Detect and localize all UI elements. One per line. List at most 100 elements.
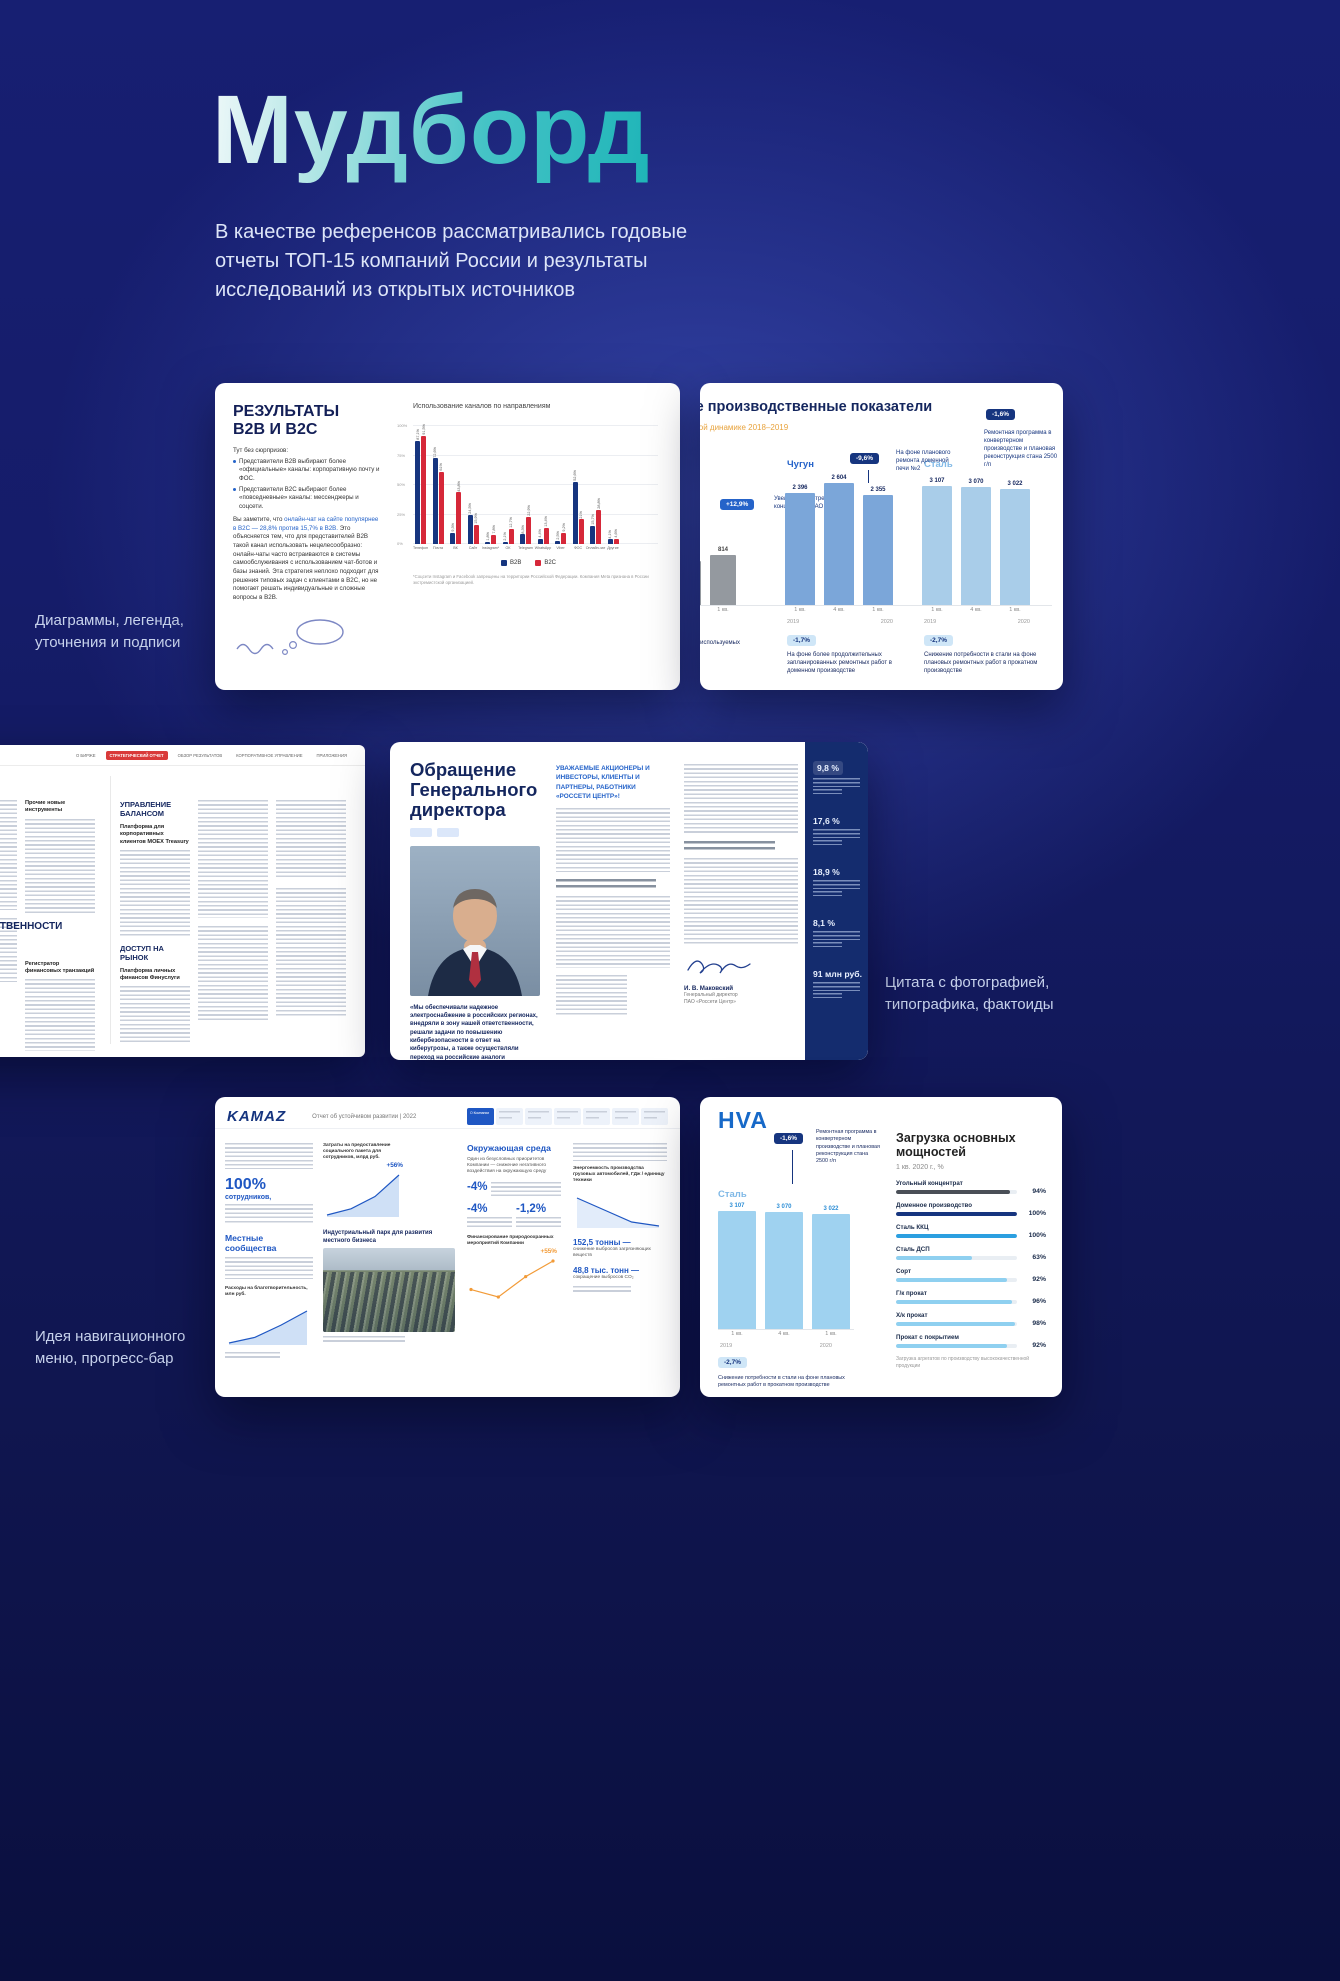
delta-label: +55% [540,1247,557,1255]
text-placeholder [0,800,17,910]
chart-caption: Финансирование природоохранных мероприят… [467,1235,554,1247]
card-b2b-results: РЕЗУЛЬТАТЫ B2B И B2C Тут без сюрпризов: … [215,383,680,690]
bar-group: 72,6% 61% Почта [432,426,444,550]
bar-value-label: 4,4% [538,529,542,538]
bullet-item: Представители B2B выбирают более «официа… [233,458,381,483]
communities-heading: Местные сообщества [225,1233,277,1253]
kamaz-column-4: Энергоемкость производства грузовых авто… [573,1143,667,1295]
category-label: Сайт [468,546,478,550]
gridline: 75% [397,453,658,458]
kamaz-charity-spark [225,1300,311,1348]
tab-label: О Компании [470,1110,490,1115]
kamaz-nav-tab[interactable] [525,1108,552,1125]
factoid-value: 17,6 % [813,816,840,826]
year-labels: 2019 2020 [787,619,893,625]
section-heading: Платформа для корпоративных клиентов MOE… [120,824,189,845]
bar-value-label: 43,8% [456,480,461,492]
kamaz-nav-tab[interactable] [641,1108,668,1125]
kamaz-charity-spark-svg [228,1310,308,1346]
factoid-caption-placeholder [813,840,843,845]
card-moex-spread: MOEX.COM | ГОДОВОЙ ОТЧЕТ 2022 О БИРЖЕСТР… [0,745,365,1057]
moex-tab[interactable]: КОРПОРАТИВНОЕ УПРАВЛЕНИЕ [236,752,303,758]
section-heading: ДОСТУП НА РЫНОК [120,943,164,962]
factoid: 91 млн руб. [813,964,862,998]
signature-name: И. В. Маковский [684,985,734,992]
bar-b2b: 72,6% [432,447,438,544]
stat-row: -4% [467,1181,561,1198]
kamaz-nav-tab[interactable] [554,1108,581,1125]
tab-label-placeholder [615,1116,629,1121]
bar-column: 2 396 1 кв. [785,471,815,613]
gridline: 0% [397,541,658,546]
bar-b2b: 4,1% [607,530,613,544]
paragraph-text: Это объясняется тем, что для представите… [233,524,379,602]
capacity-value: 92% [1032,1276,1046,1284]
chart-caption: Расходы на благотворительность, млн руб. [225,1286,308,1298]
progress-track [896,1277,1017,1282]
bar-value-label: 13,4% [544,516,548,528]
year-label: 2019 [924,619,937,625]
thought-cloud-doodle [236,618,344,655]
bar-group: 52,6% 21% ФОС [572,426,584,550]
bar-value-label: 91,5% [421,424,426,435]
year-label: 2019 [720,1343,733,1349]
capacity-label: Сталь ДСП [896,1245,930,1253]
stat-152: 152,5 тонны — [573,1237,631,1247]
bullet-text: Представители B2C выбирают более «повсед… [239,485,359,510]
b2b-chart-column: Использование каналов по направлениям 0%… [395,403,662,676]
tab-label-placeholder [586,1110,607,1115]
moex-tab[interactable]: О БИРЖЕ [75,752,96,758]
text-placeholder [25,979,95,1052]
bar [710,555,736,605]
bar-column: 3 070 4 кв. [765,1199,803,1337]
year-chip[interactable] [437,827,459,837]
category-label: Онлайн-чат [585,546,606,550]
bar-value-label: 28,8% [596,498,601,509]
moex-tab[interactable]: ОБЗОР РЕЗУЛЬТАТОВ [177,752,223,758]
b2b-heading: РЕЗУЛЬТАТЫ B2B И B2C [233,403,340,438]
progress-fill [896,1233,1017,1238]
capacity-value: 100% [1028,1232,1046,1240]
moex-tab[interactable]: ПРИЛОЖЕНИЯ [316,752,347,758]
bar-value-label: 3 107 [729,1203,745,1209]
factoid: 9,8 % [813,758,860,794]
capacity-subtitle: 1 кв. 2020 г., % [896,1163,944,1171]
text-placeholder [276,888,346,1018]
text-placeholder [225,1352,280,1361]
progress-track [896,1255,1017,1260]
moex-tab[interactable]: СТРАТЕГИЧЕСКИЙ ОТЧЕТ [105,750,168,760]
bar-x-label: 4 кв. [778,1331,790,1337]
bar-column: 3 107 1 кв. [718,1199,756,1337]
legend-item: B2B [500,560,521,566]
text-placeholder [120,849,190,936]
capacity-label: Угольный концентрат [896,1179,963,1187]
kamaz-nav-tab[interactable]: О Компании [467,1108,494,1125]
bar-b2c: 9,2% [561,523,566,544]
text-placeholder [323,1336,405,1344]
gridline: 50% [397,482,658,487]
bar-x-label: 1 кв. [717,607,729,613]
delta-badge: -1,7% [787,635,816,646]
bar [961,487,991,605]
kamaz-nav-tab[interactable] [583,1108,610,1125]
capacity-value: 98% [1032,1320,1046,1328]
kamaz-nav-tab[interactable] [496,1108,523,1125]
capacity-label: Сорт [896,1267,911,1275]
kamaz-nav: О Компании [467,1108,668,1125]
bar-value-label: 1,8% [485,532,490,541]
page-subtitle: В качестве референсов рассматривались го… [215,221,688,301]
section-heading: Платформа личных финансов Финуслуги [120,967,180,982]
concentrate-bars: 7214 кв. 814 1 кв. [700,543,736,613]
capacity-list-block: Загрузка основных мощностей 1 кв. 2020 г… [896,1131,1046,1369]
factoid-value: 18,9 % [813,867,840,877]
kamaz-nav-tab[interactable] [612,1108,639,1125]
legend-item: B2C [535,560,556,566]
year-chip[interactable] [410,827,432,837]
bar-b2c: 91,5% [421,424,426,544]
factoid-caption-placeholder [813,942,843,947]
stat-caption-placeholder [467,1217,512,1230]
signature [687,960,751,974]
bar [700,561,701,605]
bar-column: 3 070 4 кв. [961,474,991,613]
bar [812,1214,850,1329]
